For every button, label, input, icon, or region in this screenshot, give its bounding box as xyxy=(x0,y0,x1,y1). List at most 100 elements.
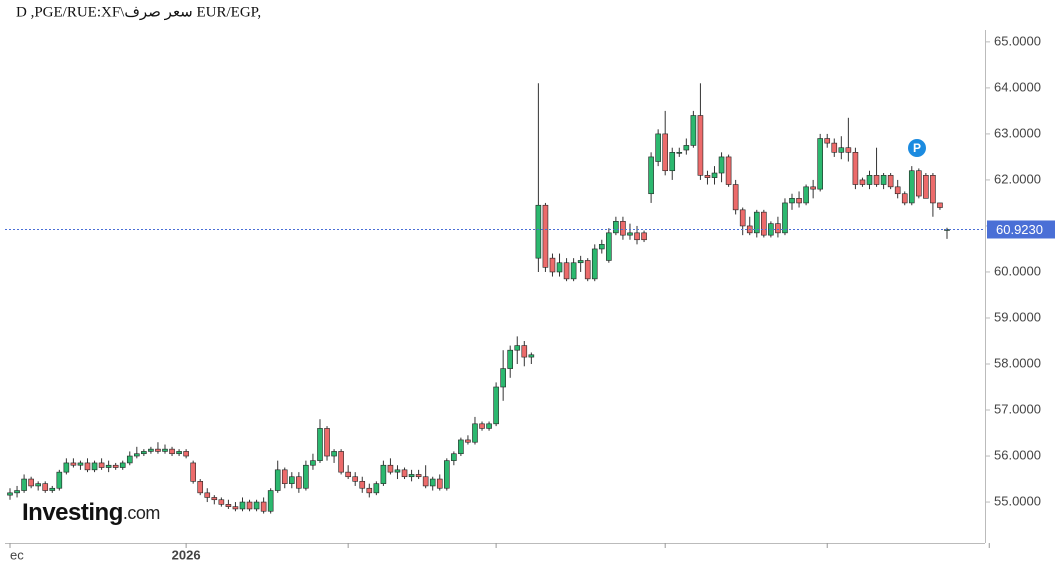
candle-body xyxy=(810,186,816,190)
candle-body xyxy=(866,175,873,185)
candle-body xyxy=(465,439,471,443)
candle-body xyxy=(134,453,140,457)
candle-body xyxy=(598,244,605,250)
candle-body xyxy=(852,152,859,185)
x-tick-label: 2026 xyxy=(172,547,201,562)
candle-body xyxy=(577,260,584,264)
y-tick-label: 64.0000 xyxy=(994,79,1041,94)
y-tick-label: 60.0000 xyxy=(994,263,1041,278)
candle-body xyxy=(422,476,429,487)
y-tick-label: 58.0000 xyxy=(994,355,1041,370)
candle-body xyxy=(324,428,330,457)
candle-body xyxy=(176,451,182,455)
candle-body xyxy=(267,490,274,512)
candle-body xyxy=(486,423,492,429)
candle-body xyxy=(690,115,697,146)
candle-body xyxy=(880,175,887,185)
candle-body xyxy=(796,198,802,204)
badge-label: P xyxy=(913,141,921,155)
candle-body xyxy=(148,448,154,452)
candle-body xyxy=(894,186,901,195)
x-tick-label: ec xyxy=(10,547,24,562)
candle-body xyxy=(77,462,84,466)
candle-body xyxy=(366,487,373,494)
candle-body xyxy=(281,469,288,484)
y-tick-label: 56.0000 xyxy=(994,447,1041,462)
candle-body xyxy=(415,474,422,478)
candle-body xyxy=(824,138,831,144)
candle-body xyxy=(761,211,767,236)
candle-body xyxy=(380,464,387,484)
candle-body xyxy=(458,439,464,455)
candle-body xyxy=(803,186,809,204)
candle-body xyxy=(613,221,619,234)
candle-body xyxy=(655,133,661,162)
candle-body xyxy=(352,476,359,482)
candle-body xyxy=(901,193,908,204)
y-tick-label: 57.0000 xyxy=(994,401,1041,416)
candle-body xyxy=(436,478,443,489)
candle-body xyxy=(401,469,408,478)
candle-body xyxy=(887,175,894,188)
candle-body xyxy=(908,170,915,204)
candle-body xyxy=(42,483,49,491)
chart-title: D ,PGE/RUE:XF\سعر صرف EUR/EGP, xyxy=(16,4,261,20)
candle-body xyxy=(155,448,161,452)
candle-body xyxy=(197,481,204,494)
candle-body xyxy=(535,204,542,259)
candle-body xyxy=(838,147,845,153)
candle-body xyxy=(451,453,457,461)
candle-body xyxy=(162,448,168,452)
candle-body xyxy=(514,345,521,351)
candle-body xyxy=(859,179,866,185)
candle-body xyxy=(359,481,366,489)
candle-body xyxy=(387,464,394,473)
candle-body xyxy=(648,156,654,195)
candle-body xyxy=(683,145,690,151)
candle-body xyxy=(246,501,253,510)
candle-body xyxy=(303,464,309,489)
candle-body xyxy=(126,455,133,464)
candle-body xyxy=(620,221,626,236)
candle-body xyxy=(704,175,711,178)
candle-body xyxy=(753,211,760,234)
candle-body xyxy=(310,460,316,466)
candle-body xyxy=(289,476,295,484)
candle-body xyxy=(63,462,70,473)
candle-body xyxy=(345,471,351,478)
candle-body xyxy=(507,349,514,369)
y-tick-label: 63.0000 xyxy=(994,125,1041,140)
candle-body xyxy=(331,451,337,457)
candle-body xyxy=(183,451,189,457)
y-tick-label: 59.0000 xyxy=(994,309,1041,324)
candle-body xyxy=(916,170,922,197)
candle-body xyxy=(500,368,506,388)
candle-body xyxy=(923,175,929,199)
candle-body xyxy=(253,501,260,510)
logo-brand: Investing xyxy=(22,499,123,526)
candle-body xyxy=(408,474,415,478)
candle-body xyxy=(91,462,98,471)
candle-body xyxy=(591,248,598,280)
candle-body xyxy=(274,469,281,491)
y-tick-label: 55.0000 xyxy=(994,493,1041,508)
candle-body xyxy=(105,464,112,468)
candle-body xyxy=(697,115,704,176)
candle-body xyxy=(493,386,499,425)
candle-body xyxy=(141,451,147,455)
candle-body xyxy=(56,471,63,489)
candle-body xyxy=(70,462,77,466)
logo: Investing.com xyxy=(22,499,160,526)
candle-body xyxy=(218,499,225,505)
y-tick-label: 62.0000 xyxy=(994,171,1041,186)
candle-body xyxy=(260,501,267,512)
candle-body xyxy=(14,490,20,494)
candle-body xyxy=(472,423,478,443)
last-price-label: 60.9230 xyxy=(996,222,1043,237)
candle-body xyxy=(845,147,852,153)
candle-body xyxy=(119,462,126,468)
candle-body xyxy=(711,172,718,178)
candle-body xyxy=(789,198,795,204)
